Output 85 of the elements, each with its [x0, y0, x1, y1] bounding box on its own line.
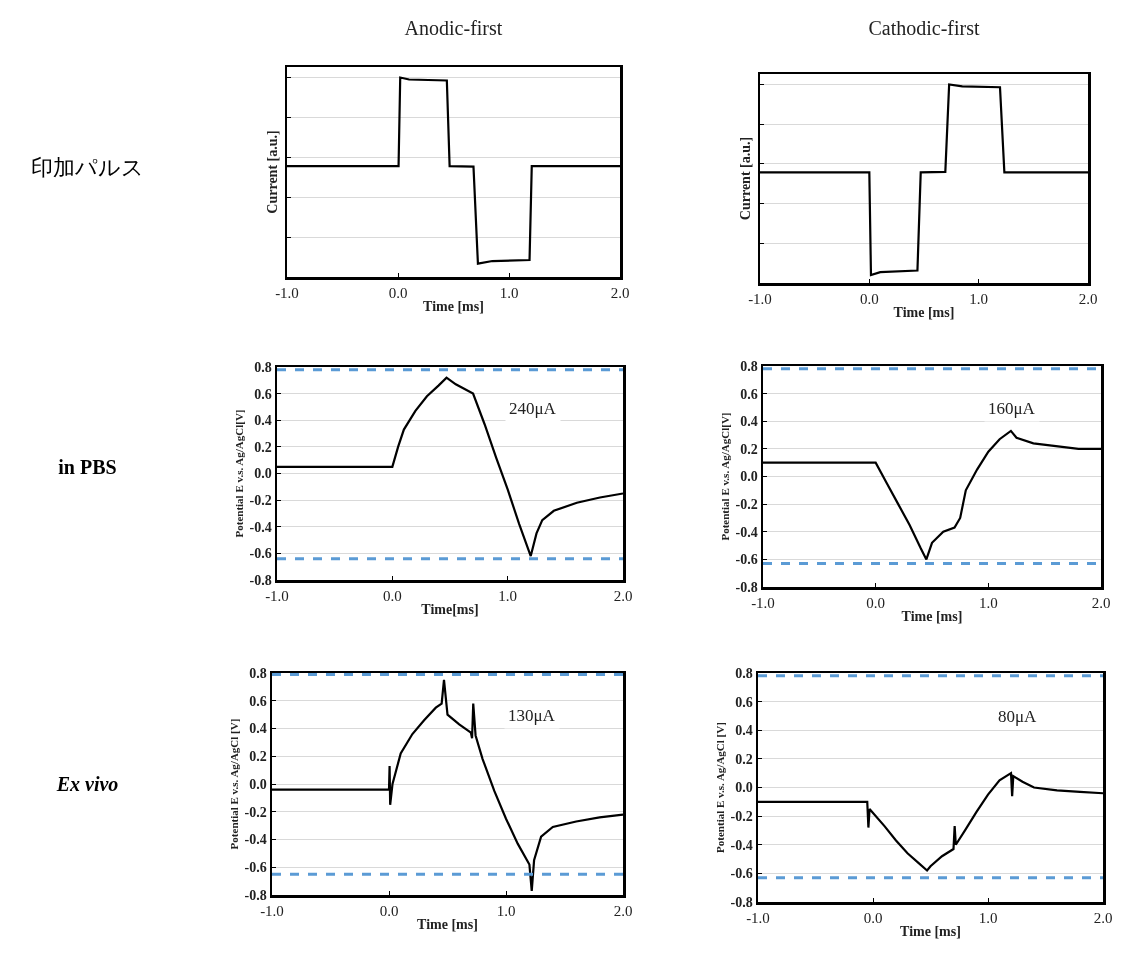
x-tick-label: 1.0: [969, 290, 989, 307]
y-tick-label: -0.4: [244, 832, 267, 848]
y-tick-label: 0.6: [735, 694, 753, 710]
x-axis-title: Time [ms]: [893, 305, 955, 321]
x-tick-label: 2.0: [613, 902, 633, 919]
line-series: [758, 772, 1103, 872]
x-tick-label: 2.0: [613, 587, 633, 604]
text: 印加パルス: [30, 154, 145, 182]
x-tick-label: 2.0: [610, 284, 630, 301]
x-tick-label: -1.0: [275, 284, 299, 301]
y-axis-title: Potential E v.s. Ag/AgCl[V]: [232, 409, 245, 538]
y-tick-label: 0.2: [740, 441, 758, 457]
y-tick-label: 0.2: [254, 439, 272, 455]
x-tick-label: 2.0: [1091, 594, 1111, 611]
y-tick-label: 0.4: [249, 721, 267, 737]
y-tick-label: -0.8: [244, 887, 267, 903]
y-tick-label: -0.6: [249, 546, 272, 562]
x-tick-label: 0.0: [859, 290, 879, 307]
y-axis-title: Potential E v.s. Ag/AgCl[V]: [718, 412, 731, 541]
y-tick-label: 0.8: [735, 665, 753, 681]
x-tick-label: -1.0: [751, 594, 775, 611]
annotation: 240μA: [509, 399, 557, 418]
x-tick-label: 0.0: [382, 587, 402, 604]
y-tick-label: -0.2: [735, 497, 758, 513]
y-tick-label: -0.4: [730, 837, 753, 853]
y-tick-label: -0.6: [244, 860, 267, 876]
x-axis-title: Time[ms]: [421, 602, 479, 618]
x-tick-label: 0.0: [866, 594, 886, 611]
y-tick-label: 0.6: [254, 386, 272, 402]
x-axis-title: Time [ms]: [900, 924, 961, 940]
y-tick-label: 0.4: [254, 413, 272, 429]
y-tick-label: 0.0: [740, 469, 758, 485]
x-tick-label: 1.0: [496, 902, 516, 919]
y-tick-label: 0.8: [254, 359, 272, 375]
annotation: 80μA: [998, 707, 1038, 726]
y-tick-label: 0.2: [249, 749, 267, 765]
y-tick-label: 0.8: [249, 665, 267, 681]
y-axis-title: Current [a.u.]: [264, 130, 280, 214]
y-tick-label: 0.0: [254, 466, 272, 482]
x-axis-title: Time [ms]: [901, 609, 963, 625]
y-tick-label: 0.6: [249, 693, 267, 709]
chart-title: Anodic-first: [404, 17, 503, 39]
y-tick-label: 0.4: [735, 723, 753, 739]
line-series: [272, 678, 623, 892]
y-tick-label: -0.4: [249, 519, 272, 535]
x-tick-label: 0.0: [863, 909, 883, 926]
x-tick-label: 1.0: [978, 594, 998, 611]
annotation: 160μA: [988, 399, 1036, 418]
y-tick-label: -0.6: [730, 866, 753, 882]
x-tick-label: 0.0: [379, 902, 399, 919]
y-tick-label: 0.2: [735, 751, 753, 767]
x-tick-label: -1.0: [746, 909, 770, 926]
y-tick-label: 0.4: [740, 414, 758, 430]
y-tick-label: -0.8: [735, 579, 758, 595]
y-tick-label: 0.0: [735, 780, 753, 796]
y-tick-label: -0.2: [244, 804, 267, 820]
y-tick-label: 0.6: [740, 386, 758, 402]
y-tick-label: -0.4: [735, 524, 758, 540]
x-tick-label: -1.0: [260, 902, 284, 919]
x-tick-label: -1.0: [748, 290, 772, 307]
y-tick-label: -0.2: [249, 493, 272, 509]
y-axis-title: Current [a.u.]: [737, 136, 753, 221]
x-axis-title: Time [ms]: [423, 299, 484, 315]
x-tick-label: 1.0: [499, 284, 519, 301]
y-tick-label: -0.2: [730, 809, 753, 825]
x-tick-label: -1.0: [265, 587, 289, 604]
x-tick-label: 1.0: [498, 587, 518, 604]
y-axis-title: Potential E v.s. Ag/AgCl [V]: [227, 718, 240, 850]
x-tick-label: 0.0: [388, 284, 408, 301]
y-axis-title: Potential E v.s. Ag/AgCl [V]: [713, 722, 726, 853]
x-axis-title: Time [ms]: [417, 917, 478, 933]
line-series: [277, 376, 623, 558]
y-tick-label: -0.8: [730, 894, 753, 910]
y-tick-label: 0.0: [249, 776, 267, 792]
text: Ex vivo: [55, 773, 120, 796]
line-series: [763, 429, 1101, 561]
x-tick-label: 2.0: [1078, 290, 1098, 307]
y-tick-label: 0.8: [740, 358, 758, 374]
x-tick-label: 1.0: [978, 909, 998, 926]
y-tick-label: -0.8: [249, 572, 272, 588]
text: in PBS: [57, 456, 118, 479]
y-tick-label: -0.6: [735, 552, 758, 568]
chart-title: Cathodic-first: [868, 17, 980, 39]
annotation: 130μA: [508, 706, 556, 725]
x-tick-label: 2.0: [1093, 909, 1113, 926]
